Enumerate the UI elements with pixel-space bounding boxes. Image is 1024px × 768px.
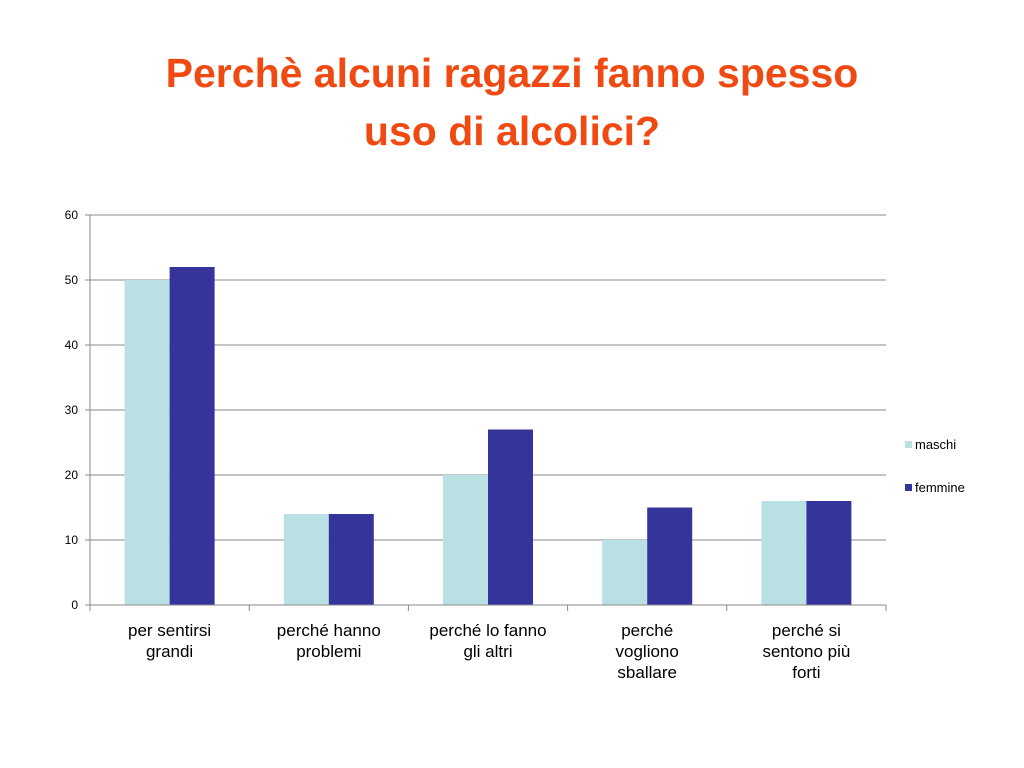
legend-label-maschi: maschi bbox=[915, 437, 956, 452]
x-tick-label: perché hanno problemi bbox=[251, 620, 407, 662]
y-tick-label: 60 bbox=[65, 208, 79, 222]
x-tick-label-line: perché lo fanno bbox=[429, 621, 547, 640]
y-tick-label: 0 bbox=[71, 598, 78, 612]
x-tick-label-line: sentono più bbox=[762, 642, 851, 661]
x-tick-label: perché vogliono sballare bbox=[569, 620, 725, 683]
title-line-1: Perchè alcuni ragazzi fanno spesso bbox=[165, 50, 859, 96]
legend-label-femmine: femmine bbox=[915, 480, 965, 495]
bar-femmine bbox=[488, 429, 533, 605]
x-tick-label-line: per sentirsi bbox=[128, 621, 212, 640]
x-tick-label-line: problemi bbox=[296, 642, 362, 661]
x-tick-label-line: vogliono bbox=[615, 642, 679, 661]
x-tick-label-line: grandi bbox=[145, 642, 194, 661]
bar-maschi bbox=[761, 501, 807, 605]
bar-femmine bbox=[328, 514, 374, 605]
y-tick-label: 30 bbox=[65, 403, 79, 417]
legend-swatch-femmine bbox=[905, 484, 912, 491]
bar-femmine bbox=[806, 501, 852, 605]
x-tick-label: perché lo fanno gli altri bbox=[410, 620, 566, 662]
bar-femmine bbox=[169, 267, 215, 605]
x-tick-label: perché si sentono più forti bbox=[728, 620, 884, 683]
bar-maschi bbox=[124, 280, 170, 605]
x-tick-label: per sentirsi grandi bbox=[92, 620, 248, 662]
x-tick-label-line: perché si bbox=[771, 621, 841, 640]
x-tick-label-line: forti bbox=[792, 663, 821, 682]
bar-femmine bbox=[647, 507, 693, 605]
bar-maschi bbox=[443, 475, 488, 605]
y-tick-label: 10 bbox=[65, 533, 79, 547]
y-tick-label: 20 bbox=[65, 468, 79, 482]
legend-swatch-maschi bbox=[905, 441, 912, 448]
x-tick-label-line: sballare bbox=[617, 663, 677, 682]
y-tick-label: 50 bbox=[65, 273, 79, 287]
bar-maschi bbox=[283, 514, 329, 605]
bar-maschi bbox=[602, 540, 648, 605]
title-line-2: uso di alcolici? bbox=[363, 108, 661, 154]
slide-title: Perchè alcuni ragazzi fanno spesso uso d… bbox=[62, 44, 962, 160]
x-tick-label-line: perché bbox=[621, 621, 674, 640]
y-tick-label: 40 bbox=[65, 338, 79, 352]
x-tick-label-line: gli altri bbox=[463, 642, 513, 661]
x-tick-label-line: perché hanno bbox=[276, 621, 381, 640]
